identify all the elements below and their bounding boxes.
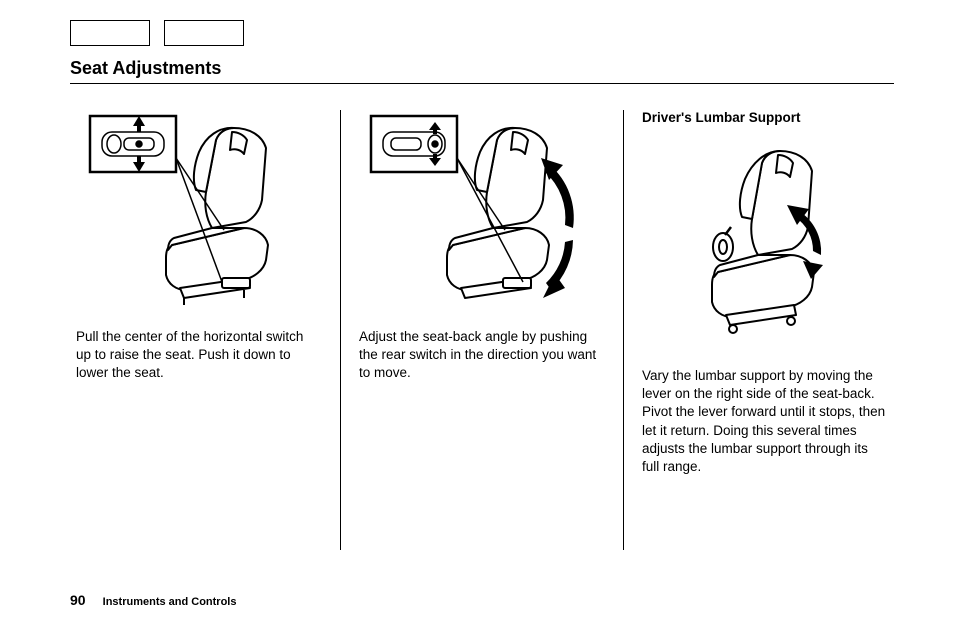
column-1: Pull the center of the horizontal switch…: [70, 110, 340, 550]
lumbar-support-illustration: [665, 139, 865, 349]
column-1-caption: Pull the center of the horizontal switch…: [76, 328, 322, 383]
seat-height-illustration: [84, 110, 314, 310]
column-2: Adjust the seat-back angle by pushing th…: [341, 110, 623, 550]
header-boxes: [70, 20, 894, 46]
seat-back-angle-illustration: [365, 110, 600, 310]
document-page: Seat Adjustments: [0, 0, 954, 628]
content-columns: Pull the center of the horizontal switch…: [70, 110, 894, 550]
column-3: Driver's Lumbar Support: [624, 110, 894, 550]
column-3-caption: Vary the lumbar support by moving the le…: [642, 367, 888, 476]
title-rule: [70, 83, 894, 84]
section-name: Instruments and Controls: [103, 596, 237, 608]
column-3-subhead: Driver's Lumbar Support: [642, 110, 888, 125]
page-footer: 90 Instruments and Controls: [70, 592, 236, 608]
header-box-1: [70, 20, 150, 46]
page-number: 90: [70, 592, 86, 608]
column-2-caption: Adjust the seat-back angle by pushing th…: [359, 328, 605, 383]
header-box-2: [164, 20, 244, 46]
page-title: Seat Adjustments: [70, 58, 894, 79]
